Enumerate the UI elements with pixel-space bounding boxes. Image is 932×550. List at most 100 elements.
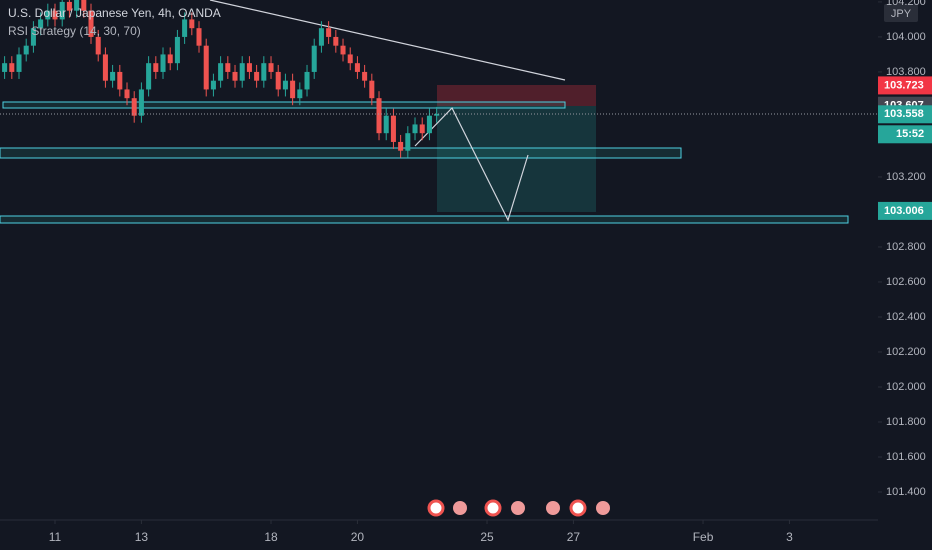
candle-body	[369, 80, 375, 99]
x-tick-label: 3	[786, 530, 793, 544]
y-tick-label: 101.800	[886, 416, 926, 428]
candle-body	[124, 89, 130, 99]
candle-body	[59, 1, 65, 20]
countdown: 15:52	[896, 128, 924, 140]
event-icon	[484, 499, 502, 517]
x-tick-label: 25	[480, 530, 494, 544]
candle-body	[74, 0, 80, 11]
y-tick-label: 102.400	[886, 311, 926, 323]
stop-zone	[437, 85, 596, 106]
candle-body	[88, 10, 94, 37]
candle-body	[210, 80, 216, 90]
candle-body	[340, 45, 346, 55]
countdown-box	[878, 125, 932, 144]
chart-title: U.S. Dollar / Japanese Yen, 4h, OANDA	[8, 6, 221, 20]
candle-body	[311, 45, 317, 72]
candle-body	[196, 28, 202, 46]
candle-body	[16, 54, 22, 72]
plot	[0, 0, 878, 158]
candle-body	[218, 63, 224, 81]
candle-body	[275, 71, 281, 90]
zone	[2, 101, 566, 109]
candle-body	[174, 36, 180, 64]
candle-body	[268, 63, 274, 72]
candle-body	[326, 28, 332, 37]
candle-body	[2, 63, 8, 72]
event-icon	[569, 499, 587, 517]
candle-body	[434, 113, 440, 116]
candle-body	[398, 141, 404, 151]
candle-body	[254, 71, 260, 81]
x-tick-label: 20	[351, 530, 365, 544]
candle-body	[246, 63, 252, 72]
candle-body	[95, 36, 101, 55]
y-tick-label: 102.000	[886, 381, 926, 393]
candle-body	[38, 19, 44, 29]
price-label-box	[878, 105, 932, 124]
currency-badge	[884, 4, 918, 22]
candle-body	[9, 63, 15, 72]
candle-body	[225, 63, 231, 72]
candle-body	[405, 133, 411, 151]
x-tick-label: 27	[567, 530, 581, 544]
price-label: 103.558	[884, 108, 924, 120]
candle-body	[146, 63, 152, 90]
zone	[0, 215, 849, 224]
candle-body	[333, 36, 339, 46]
price-label-box	[878, 201, 932, 220]
candle-body	[117, 71, 123, 90]
ticks: 104.200 104.000 103.800 103.200 102.800 102.6…	[49, 0, 926, 544]
candle-body	[297, 89, 303, 99]
y-tick-label: 103.200	[886, 171, 926, 183]
candle-body	[376, 98, 382, 134]
candle-body	[239, 63, 245, 81]
y-tick-label: 102.200	[886, 346, 926, 358]
candle-body	[167, 54, 173, 64]
candle-body	[282, 80, 288, 90]
target-zone	[437, 106, 596, 212]
candle-body	[138, 89, 144, 116]
y-tick-label: 102.600	[886, 276, 926, 288]
event-icons	[427, 499, 610, 517]
candle-body	[160, 54, 166, 72]
candle-body	[45, 10, 51, 20]
event-icon	[511, 501, 525, 515]
x-tick-label: 11	[49, 530, 62, 544]
candle-body	[290, 80, 296, 99]
y-tick-label: 104.000	[886, 31, 926, 43]
candle-body	[23, 45, 29, 55]
currency: JPY	[891, 8, 912, 20]
price-label-box	[878, 76, 932, 95]
candle-body	[110, 71, 116, 81]
y-tick-label: 101.400	[886, 486, 926, 498]
candle-body	[347, 54, 353, 64]
y-tick-label: 103.800	[886, 66, 926, 78]
zone	[0, 147, 682, 159]
candle-body	[390, 115, 396, 142]
candle-body	[304, 71, 310, 90]
x-tick-label: 13	[135, 530, 149, 544]
candle-body	[52, 10, 58, 20]
candle-body	[426, 115, 432, 134]
candle-body	[153, 63, 159, 72]
candle-body	[203, 45, 209, 90]
y-tick-label: 101.600	[886, 451, 926, 463]
trend-line	[209, 0, 566, 81]
candle-body	[66, 1, 72, 11]
time-axis	[0, 520, 932, 550]
event-icon	[427, 499, 445, 517]
projection-path	[414, 106, 529, 222]
y-tick-label: 102.800	[886, 241, 926, 253]
candle-body	[81, 0, 87, 11]
candle-body	[419, 124, 425, 134]
drawings	[0, 0, 849, 224]
candle-body	[30, 28, 36, 46]
chart-subtitle: RSI Strategy (14, 30, 70)	[8, 24, 141, 38]
event-icon	[596, 501, 610, 515]
price-label: 103.006	[884, 205, 924, 217]
candle-body	[354, 63, 360, 72]
candle-body	[189, 19, 195, 29]
